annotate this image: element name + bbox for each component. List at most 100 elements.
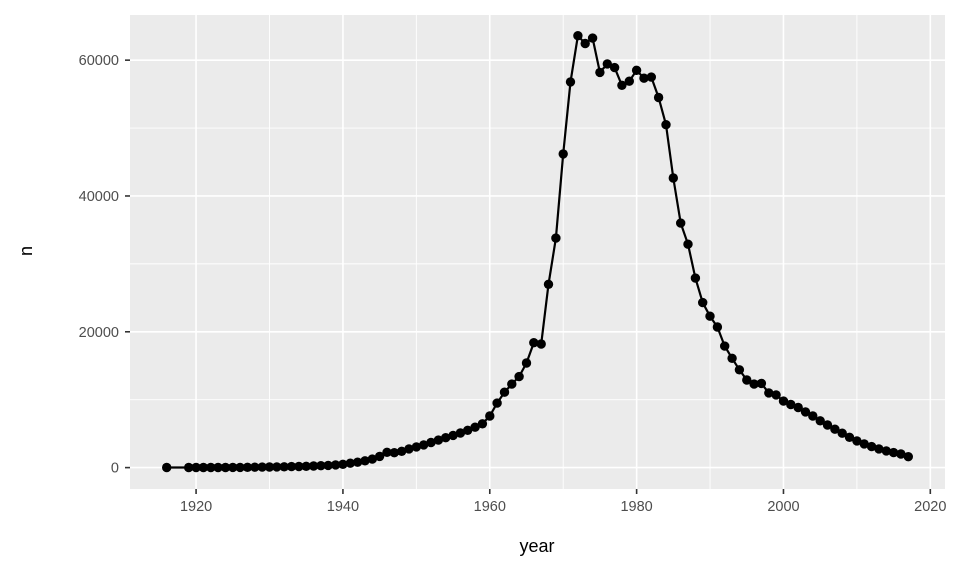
y-tick-label: 40000 bbox=[79, 189, 119, 205]
data-point bbox=[661, 120, 671, 130]
data-point bbox=[749, 379, 759, 389]
data-point bbox=[896, 449, 906, 459]
data-point bbox=[419, 440, 429, 450]
x-tick-label: 1980 bbox=[620, 499, 652, 515]
data-point bbox=[683, 239, 693, 249]
data-point bbox=[602, 59, 612, 69]
data-point bbox=[808, 411, 818, 421]
data-point bbox=[463, 425, 473, 435]
data-point bbox=[778, 396, 789, 406]
data-point bbox=[720, 341, 730, 351]
data-point bbox=[426, 437, 436, 448]
data-point bbox=[734, 365, 745, 375]
data-point bbox=[228, 462, 238, 473]
data-point bbox=[705, 311, 715, 321]
data-point bbox=[764, 388, 774, 398]
data-point bbox=[881, 446, 891, 456]
data-point bbox=[470, 422, 480, 432]
data-point bbox=[514, 371, 524, 382]
data-point bbox=[712, 322, 723, 332]
data-point bbox=[609, 62, 620, 73]
data-point bbox=[272, 462, 282, 472]
data-point bbox=[499, 387, 510, 397]
data-point bbox=[308, 461, 319, 471]
data-point bbox=[316, 461, 326, 471]
data-point bbox=[859, 439, 869, 449]
x-tick-label: 2000 bbox=[767, 499, 799, 515]
data-point bbox=[543, 279, 554, 289]
data-point bbox=[698, 297, 708, 308]
data-point bbox=[624, 76, 634, 86]
data-point bbox=[756, 378, 767, 389]
data-point bbox=[294, 461, 304, 472]
data-point bbox=[411, 442, 422, 452]
data-point bbox=[536, 339, 546, 349]
data-point bbox=[213, 462, 223, 473]
x-tick-label: 1960 bbox=[474, 499, 506, 515]
data-point bbox=[800, 407, 811, 417]
data-point bbox=[676, 218, 686, 228]
data-point bbox=[639, 73, 649, 83]
data-point bbox=[242, 462, 253, 472]
data-point bbox=[551, 233, 561, 243]
y-tick-label: 60000 bbox=[79, 53, 119, 69]
data-point bbox=[903, 452, 913, 462]
data-point bbox=[382, 447, 392, 457]
data-point bbox=[822, 420, 833, 430]
data-point bbox=[220, 462, 231, 473]
y-tick-label: 0 bbox=[111, 461, 119, 477]
data-point bbox=[279, 462, 289, 472]
data-point bbox=[653, 92, 664, 103]
data-point bbox=[250, 462, 260, 472]
x-tick-label: 2020 bbox=[914, 499, 946, 515]
data-point bbox=[345, 458, 355, 468]
data-point bbox=[595, 67, 605, 78]
data-point bbox=[786, 399, 796, 410]
data-point bbox=[573, 31, 583, 41]
x-axis-title: year bbox=[519, 536, 555, 556]
y-tick-label: 20000 bbox=[79, 325, 119, 341]
data-point bbox=[830, 424, 840, 434]
data-point bbox=[184, 462, 194, 473]
data-point bbox=[558, 149, 568, 159]
data-point bbox=[492, 398, 502, 408]
data-point bbox=[367, 454, 377, 464]
data-point bbox=[617, 80, 627, 91]
data-point bbox=[727, 353, 737, 363]
data-point bbox=[433, 435, 444, 445]
data-point bbox=[162, 462, 172, 473]
data-point bbox=[874, 444, 884, 454]
data-point bbox=[866, 441, 877, 452]
data-point bbox=[631, 65, 642, 76]
data-point bbox=[448, 430, 458, 441]
data-point bbox=[264, 462, 275, 472]
data-point bbox=[206, 462, 216, 473]
data-point bbox=[191, 462, 201, 473]
data-point bbox=[690, 273, 701, 283]
data-point bbox=[323, 460, 333, 471]
data-point bbox=[771, 390, 781, 400]
data-point bbox=[529, 338, 539, 348]
data-point bbox=[330, 460, 341, 470]
data-point bbox=[646, 72, 656, 82]
data-point bbox=[389, 448, 399, 458]
data-point bbox=[397, 446, 407, 456]
data-point bbox=[815, 416, 825, 426]
data-point bbox=[455, 428, 466, 438]
data-point bbox=[360, 456, 370, 466]
data-point bbox=[507, 379, 517, 389]
x-tick-label: 1940 bbox=[327, 499, 359, 515]
data-point bbox=[286, 461, 297, 472]
data-point bbox=[668, 173, 678, 183]
data-point bbox=[521, 358, 532, 368]
data-point bbox=[565, 77, 576, 87]
data-point bbox=[477, 419, 488, 429]
data-point bbox=[374, 451, 385, 462]
x-tick-label: 1920 bbox=[180, 499, 212, 515]
y-axis-title: n bbox=[16, 245, 36, 257]
data-point bbox=[338, 459, 348, 469]
data-point bbox=[198, 462, 209, 473]
data-point bbox=[587, 33, 598, 43]
data-point bbox=[441, 433, 451, 443]
